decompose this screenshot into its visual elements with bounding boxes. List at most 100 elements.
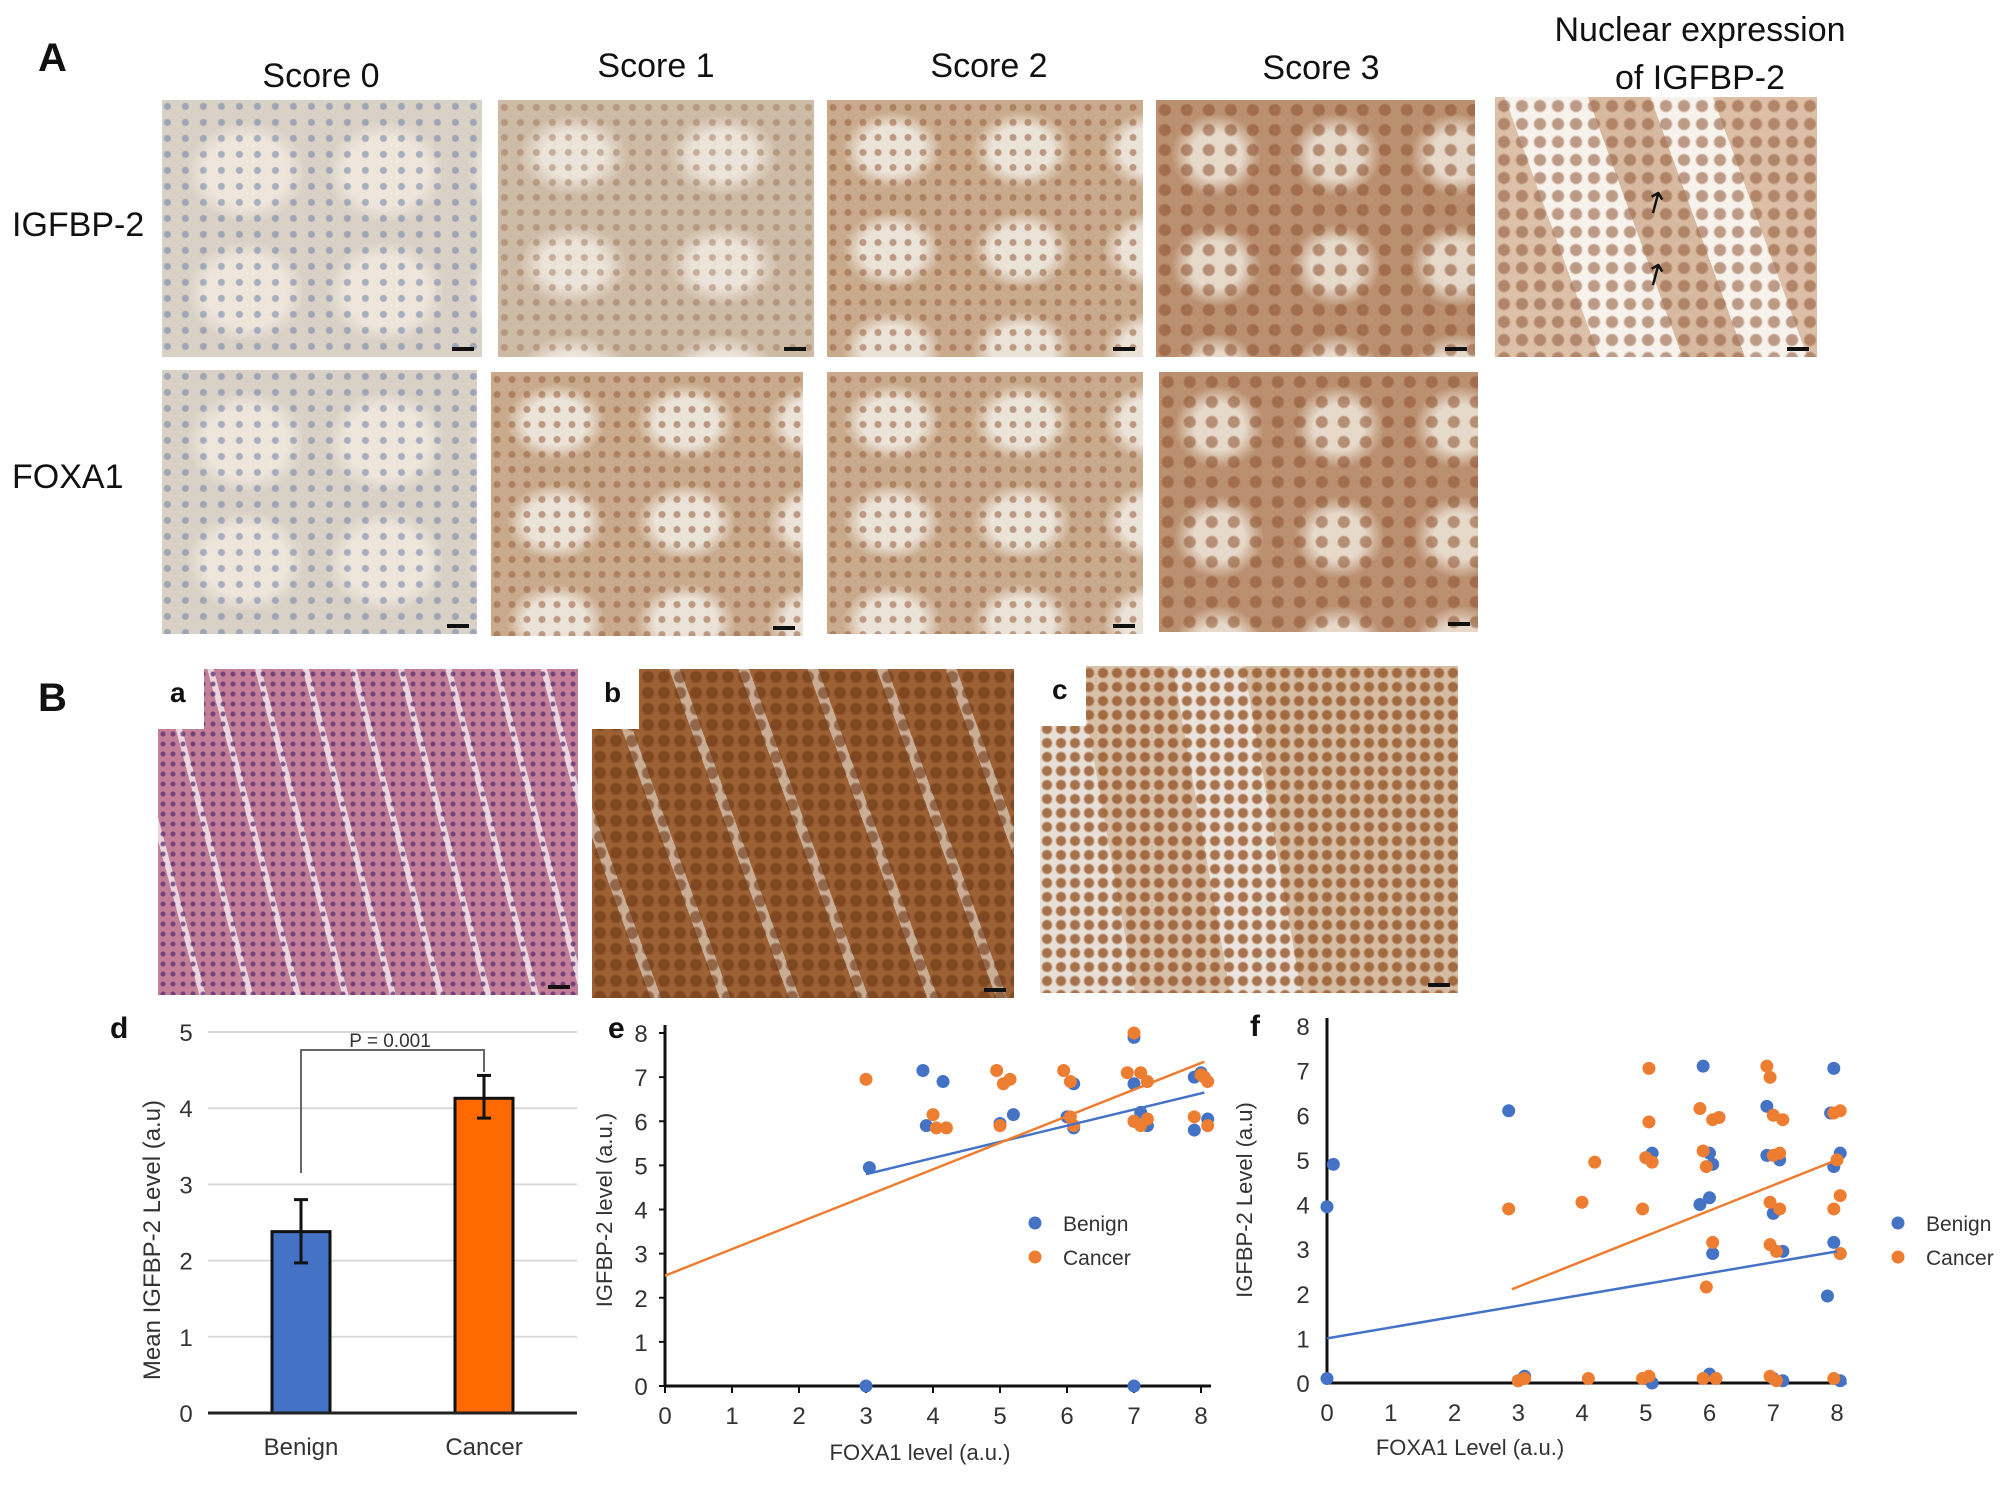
- micrograph-foxa1-score-3: [1159, 372, 1478, 632]
- legend-marker-cancer: [1891, 1250, 1905, 1264]
- data-point-benign: [859, 1379, 873, 1393]
- data-point-cancer: [1140, 1112, 1154, 1126]
- data-point-cancer: [1773, 1146, 1787, 1160]
- data-point-cancer: [926, 1108, 940, 1122]
- data-point-benign: [1820, 1289, 1834, 1303]
- x-tick-label: Cancer: [445, 1434, 522, 1461]
- y-tick-label: 1: [1296, 1326, 1309, 1353]
- y-tick-label: 2: [1296, 1282, 1309, 1309]
- significance-label: P = 0.001: [349, 1031, 431, 1052]
- x-tick-label: 4: [926, 1403, 939, 1430]
- data-point-cancer: [939, 1121, 953, 1135]
- y-tick-label: 0: [634, 1374, 647, 1401]
- trendline-cancer: [1511, 1158, 1838, 1291]
- data-point-cancer: [1636, 1372, 1650, 1386]
- data-point-benign: [1187, 1123, 1201, 1137]
- data-point-cancer: [1187, 1110, 1201, 1124]
- chart-letter-d: d: [110, 1012, 129, 1045]
- y-tick-label: 6: [634, 1109, 647, 1136]
- y-tick-label: 3: [179, 1172, 192, 1199]
- data-point-cancer: [1127, 1026, 1141, 1040]
- micrograph-igfbp2-score-1: [498, 100, 814, 357]
- chart-letter-f: f: [1250, 1010, 1260, 1043]
- data-point-benign: [1320, 1200, 1334, 1214]
- x-tick-label: 2: [1448, 1400, 1461, 1427]
- y-tick-label: 1: [634, 1330, 647, 1357]
- y-tick-label: 4: [1296, 1193, 1309, 1220]
- y-tick-label: 2: [634, 1286, 647, 1313]
- y-tick-label: 5: [1296, 1148, 1309, 1175]
- data-point-cancer: [1776, 1113, 1790, 1127]
- data-point-cancer: [1696, 1372, 1710, 1386]
- scale-bar: [1428, 983, 1450, 987]
- micrograph-foxa1-score-0: [162, 370, 477, 634]
- data-point-benign: [1502, 1104, 1516, 1118]
- data-point-cancer: [1518, 1372, 1532, 1386]
- scale-bar: [1113, 347, 1135, 351]
- scale-bar: [1445, 347, 1467, 351]
- data-point-benign: [1127, 1379, 1141, 1393]
- scale-bar: [1113, 624, 1135, 628]
- chart-letter-e: e: [608, 1012, 625, 1045]
- legend-marker-benign: [1891, 1216, 1905, 1230]
- y-tick-label: 6: [1296, 1103, 1309, 1130]
- micrograph-igfbp2-score-0: [162, 100, 482, 357]
- data-point-cancer: [1194, 1068, 1208, 1082]
- data-point-cancer: [1642, 1115, 1656, 1129]
- column-heading-score-2: Score 2: [930, 47, 1048, 85]
- x-tick-label: 1: [1384, 1400, 1397, 1427]
- data-point-cancer: [1763, 1070, 1777, 1084]
- data-point-benign: [1827, 1235, 1841, 1249]
- data-point-cancer: [859, 1072, 873, 1086]
- scale-bar: [548, 985, 570, 989]
- data-point-cancer: [1502, 1202, 1516, 1216]
- y-axis-label: IGFBP-2 Level (a.u): [1232, 1102, 1257, 1298]
- y-tick-label: 5: [179, 1020, 192, 1047]
- sublabel-a: a: [158, 669, 204, 729]
- data-point-cancer: [1709, 1372, 1723, 1386]
- data-point-benign: [916, 1064, 930, 1078]
- y-tick-label: 8: [1296, 1014, 1309, 1041]
- y-tick-label: 3: [1296, 1237, 1309, 1264]
- x-tick-label: 2: [792, 1403, 805, 1430]
- data-point-benign: [862, 1161, 876, 1175]
- scale-bar: [784, 347, 806, 351]
- data-point-cancer: [1575, 1195, 1589, 1209]
- bar-cancer: [453, 1096, 515, 1415]
- legend-label-benign: Benign: [1063, 1213, 1128, 1236]
- sublabel-b: b: [592, 669, 640, 729]
- data-point-cancer: [1642, 1061, 1656, 1075]
- x-tick-label: 6: [1703, 1400, 1716, 1427]
- data-point-benign: [1703, 1191, 1716, 1205]
- x-tick-label: 0: [658, 1403, 671, 1430]
- data-point-cancer: [929, 1121, 943, 1135]
- data-point-cancer: [1645, 1155, 1659, 1169]
- data-point-cancer: [1201, 1119, 1215, 1133]
- data-point-benign: [1326, 1157, 1340, 1171]
- x-tick-label: 8: [1830, 1400, 1843, 1427]
- legend-label-cancer: Cancer: [1063, 1247, 1131, 1270]
- trendline-benign: [865, 1091, 1205, 1176]
- y-tick-label: 3: [634, 1242, 647, 1269]
- x-tick-label: 7: [1127, 1403, 1140, 1430]
- x-tick-label: 7: [1767, 1400, 1780, 1427]
- micrograph-he: a: [158, 669, 578, 995]
- data-point-cancer: [1769, 1244, 1783, 1258]
- y-tick-label: 0: [179, 1401, 192, 1428]
- data-point-cancer: [1003, 1072, 1017, 1086]
- significance-bracket: [300, 1049, 485, 1173]
- data-point-cancer: [1706, 1235, 1720, 1249]
- legend-marker-benign: [1028, 1216, 1042, 1230]
- y-tick-label: 7: [1296, 1059, 1309, 1086]
- x-tick-label: 6: [1060, 1403, 1073, 1430]
- data-point-cancer: [1827, 1202, 1841, 1216]
- legend-marker-cancer: [1028, 1250, 1042, 1264]
- trendline-cancer: [664, 1060, 1205, 1277]
- data-point-cancer: [1712, 1110, 1726, 1124]
- data-point-cancer: [1696, 1144, 1710, 1158]
- x-axis-label: FOXA1 Level (a.u.): [1376, 1435, 1564, 1460]
- x-tick-label: Benign: [264, 1434, 339, 1461]
- data-point-benign: [1706, 1247, 1720, 1261]
